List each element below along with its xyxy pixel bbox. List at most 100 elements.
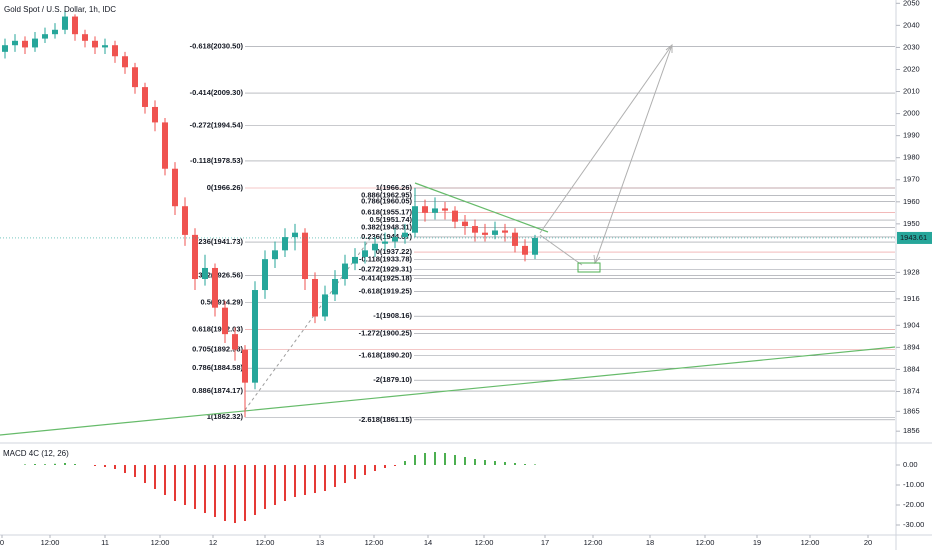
arrow-head xyxy=(665,43,673,53)
candle-body xyxy=(262,259,268,291)
fib-label: 0.618(1955.17) xyxy=(361,207,412,216)
candle-body xyxy=(302,232,308,279)
candle-body xyxy=(52,29,58,35)
trend-line xyxy=(0,346,896,436)
candle-body xyxy=(92,40,98,48)
candle-body xyxy=(222,307,228,335)
y-tick-label: 1874 xyxy=(903,386,920,395)
candle-body xyxy=(402,232,408,238)
candle-body xyxy=(142,87,148,107)
chart-title: Gold Spot / U.S. Dollar, 1h, IDC xyxy=(4,5,116,14)
candle-body xyxy=(162,122,168,169)
fib-label: 0.886(1962.95) xyxy=(361,190,412,199)
candle-body xyxy=(132,67,138,88)
candle-body xyxy=(322,294,328,317)
y-tick-label: 1856 xyxy=(903,426,920,435)
macd-y-tick-label: -30.00 xyxy=(903,520,924,529)
x-tick-label: 12:00 xyxy=(584,538,603,547)
candle-body xyxy=(492,230,498,235)
y-tick-label: 1916 xyxy=(903,294,920,303)
candle-body xyxy=(242,349,248,383)
fib-label: -1(1908.16) xyxy=(373,311,412,320)
candle-body xyxy=(152,106,158,123)
candle-body xyxy=(422,206,428,213)
y-tick-label: 2000 xyxy=(903,109,920,118)
x-tick-label: 20 xyxy=(864,538,872,547)
target-box xyxy=(577,262,601,273)
x-tick-label: 12 xyxy=(209,538,217,547)
fib-label: -1.618(1890.20) xyxy=(359,351,413,360)
macd-y-tick-label: -10.00 xyxy=(903,480,924,489)
x-tick-label: 14 xyxy=(424,538,432,547)
y-tick-label: 2020 xyxy=(903,64,920,73)
fib-label: -0.618(2030.50) xyxy=(190,41,244,50)
candle-body xyxy=(122,56,128,68)
fib-label: -0.414(1925.18) xyxy=(359,274,413,283)
x-tick-label: 12:00 xyxy=(475,538,494,547)
y-tick-label: 1960 xyxy=(903,197,920,206)
projection-arrow xyxy=(539,234,583,266)
last-price-label: 1943.61 xyxy=(900,233,927,242)
fib-label: 0.236(1941.73) xyxy=(192,237,243,246)
x-tick-label: 18 xyxy=(646,538,654,547)
candle-body xyxy=(282,237,288,251)
candle-body xyxy=(62,16,68,30)
x-tick-label: 12:00 xyxy=(41,538,60,547)
candle-body xyxy=(452,210,458,222)
candle-body xyxy=(532,237,538,255)
y-tick-label: 2040 xyxy=(903,20,920,29)
fib-label: -0.118(1933.78) xyxy=(359,255,412,264)
candle-body xyxy=(202,267,208,279)
fib-label: 1(1862.32) xyxy=(207,412,244,421)
candle-body xyxy=(192,234,198,279)
candles xyxy=(0,9,895,418)
candle-body xyxy=(352,256,358,264)
candle-body xyxy=(42,34,48,39)
trend-line xyxy=(414,182,549,233)
candle-body xyxy=(372,243,378,251)
x-tick-label: 0 xyxy=(0,538,4,547)
x-tick-label: 12:00 xyxy=(696,538,715,547)
candle-body xyxy=(172,168,178,207)
fib-label: 0.382(1948.31) xyxy=(361,223,412,232)
y-tick-label: 1970 xyxy=(903,175,920,184)
fib-label: 0.786(1884.58) xyxy=(192,363,243,372)
fib-label: 0.786(1960.05) xyxy=(361,197,412,206)
macd-y-tick-label: 0.00 xyxy=(903,460,918,469)
candle-body xyxy=(332,278,338,295)
fib-layer: -0.618(2030.50) -0.414(2009.30) -0.272(199… xyxy=(190,41,895,424)
candle-body xyxy=(102,45,108,48)
candle-body xyxy=(522,245,528,255)
x-tick-label: 19 xyxy=(753,538,761,547)
candle-body xyxy=(72,16,78,35)
candle-body xyxy=(292,232,298,238)
x-tick-label: 12:00 xyxy=(801,538,820,547)
candle-body xyxy=(252,290,258,383)
fib-label: 0(1966.26) xyxy=(207,183,244,192)
candle-body xyxy=(342,263,348,279)
y-tick-label: 1928 xyxy=(903,267,920,276)
candle-body xyxy=(392,237,398,242)
y-tick-label: 1865 xyxy=(903,406,920,415)
candle-body xyxy=(502,230,508,233)
candle-body xyxy=(442,208,448,211)
candle-body xyxy=(32,38,38,48)
macd-y-tick-label: -20.00 xyxy=(903,500,924,509)
fib-label: 0.618(1902.03) xyxy=(192,325,243,334)
fib-label: -0.272(1929.31) xyxy=(359,264,413,273)
candle-body xyxy=(362,250,368,257)
fib-label: 0(1937.22) xyxy=(376,247,413,256)
fib-label: -0.414(2009.30) xyxy=(190,88,244,97)
x-tick-label: 12:00 xyxy=(151,538,170,547)
x-tick-label: 11 xyxy=(101,538,109,547)
fib-label: 0.236(1944.07) xyxy=(361,232,412,241)
x-tick-label: 12:00 xyxy=(365,538,384,547)
x-tick-label: 17 xyxy=(541,538,549,547)
indicator-label: MACD 4C (12, 26) xyxy=(3,449,69,458)
candle-body xyxy=(512,232,518,246)
candle-body xyxy=(112,45,118,57)
fib-label: -1.272(1900.25) xyxy=(359,329,413,338)
